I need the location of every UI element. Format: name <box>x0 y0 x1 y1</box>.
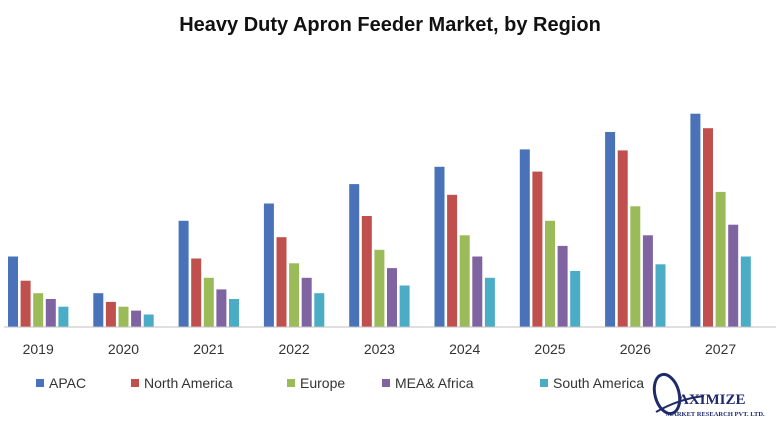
bar-north-america-2020 <box>105 301 116 327</box>
bar-apac-2023 <box>349 184 360 327</box>
legend-swatch-europe <box>287 379 295 387</box>
bar-apac-2027 <box>690 113 701 327</box>
bar-mea-africa-2027 <box>728 224 739 327</box>
legend-label-europe: Europe <box>300 375 345 391</box>
maximize-logo: AXIMIZE MARKET RESEARCH PVT. LTD. <box>652 372 765 418</box>
bar-mea-africa-2020 <box>131 310 142 327</box>
legend-label-apac: APAC <box>49 375 86 391</box>
bar-apac-2021 <box>178 220 189 327</box>
bar-north-america-2027 <box>703 128 713 327</box>
bar-south-america-2024 <box>484 277 495 327</box>
x-tick-label-2026: 2026 <box>620 341 651 357</box>
x-tick-label-2024: 2024 <box>449 341 480 357</box>
x-tick-label-2027: 2027 <box>705 341 736 357</box>
bar-south-america-2026 <box>655 264 666 327</box>
bars-group <box>8 113 751 327</box>
legend-swatch-north-america <box>131 379 139 387</box>
bar-mea-africa-2025 <box>557 245 568 327</box>
bar-apac-2020 <box>93 293 104 327</box>
legend-label-north-america: North America <box>144 375 233 391</box>
bar-south-america-2020 <box>143 314 154 327</box>
x-tick-label-2023: 2023 <box>364 341 395 357</box>
bar-europe-2027 <box>715 191 726 327</box>
bar-south-america-2022 <box>314 293 325 327</box>
bar-mea-africa-2019 <box>45 299 56 327</box>
bar-south-america-2027 <box>740 256 751 327</box>
bar-apac-2024 <box>434 166 445 327</box>
legend: APAC North America Europe MEA& Africa South … <box>36 375 644 391</box>
bar-north-america-2021 <box>191 258 202 327</box>
logo-globe-icon <box>652 372 682 416</box>
bar-mea-africa-2021 <box>216 289 227 327</box>
bar-europe-2020 <box>118 306 129 327</box>
x-tick-labels: 2019 2020 2021 2022 2023 2024 2025 2026 2027 <box>23 341 737 357</box>
bar-north-america-2019 <box>20 280 31 327</box>
bar-europe-2022 <box>289 263 300 327</box>
bar-mea-africa-2024 <box>472 256 483 327</box>
x-tick-label-2021: 2021 <box>193 341 224 357</box>
legend-label-mea-africa: MEA& Africa <box>395 375 474 391</box>
legend-label-south-america: South America <box>553 375 644 391</box>
x-tick-label-2025: 2025 <box>534 341 565 357</box>
bar-apac-2022 <box>263 203 274 327</box>
bar-south-america-2023 <box>399 285 410 327</box>
x-tick-label-2020: 2020 <box>108 341 139 357</box>
chart-title: Heavy Duty Apron Feeder Market, by Regio… <box>179 14 601 36</box>
bar-south-america-2021 <box>229 299 239 327</box>
bar-south-america-2025 <box>570 271 581 327</box>
x-tick-label-2022: 2022 <box>279 341 310 357</box>
logo-swoosh-icon <box>655 395 705 413</box>
legend-swatch-south-america <box>540 379 548 387</box>
bar-mea-africa-2023 <box>387 268 397 327</box>
bar-europe-2024 <box>459 235 470 327</box>
logo-subtitle: MARKET RESEARCH PVT. LTD. <box>666 411 765 418</box>
logo-title: AXIMIZE <box>678 392 746 408</box>
bar-north-america-2026 <box>617 150 628 327</box>
bar-apac-2019 <box>8 256 18 327</box>
bar-europe-2021 <box>203 277 214 327</box>
bar-europe-2026 <box>630 206 641 327</box>
legend-swatch-apac <box>36 379 44 387</box>
bar-north-america-2024 <box>447 194 458 327</box>
bar-north-america-2023 <box>361 216 372 327</box>
bar-europe-2019 <box>33 293 44 327</box>
x-tick-label-2019: 2019 <box>23 341 54 357</box>
bar-south-america-2019 <box>58 306 69 327</box>
bar-north-america-2022 <box>276 237 287 327</box>
bar-apac-2026 <box>605 132 616 327</box>
bar-apac-2025 <box>519 149 530 327</box>
bar-north-america-2025 <box>532 171 543 327</box>
bar-mea-africa-2026 <box>642 235 653 327</box>
bar-mea-africa-2022 <box>301 277 312 327</box>
bar-europe-2025 <box>545 220 555 327</box>
legend-swatch-mea-africa <box>382 379 390 387</box>
bar-europe-2023 <box>374 249 385 327</box>
